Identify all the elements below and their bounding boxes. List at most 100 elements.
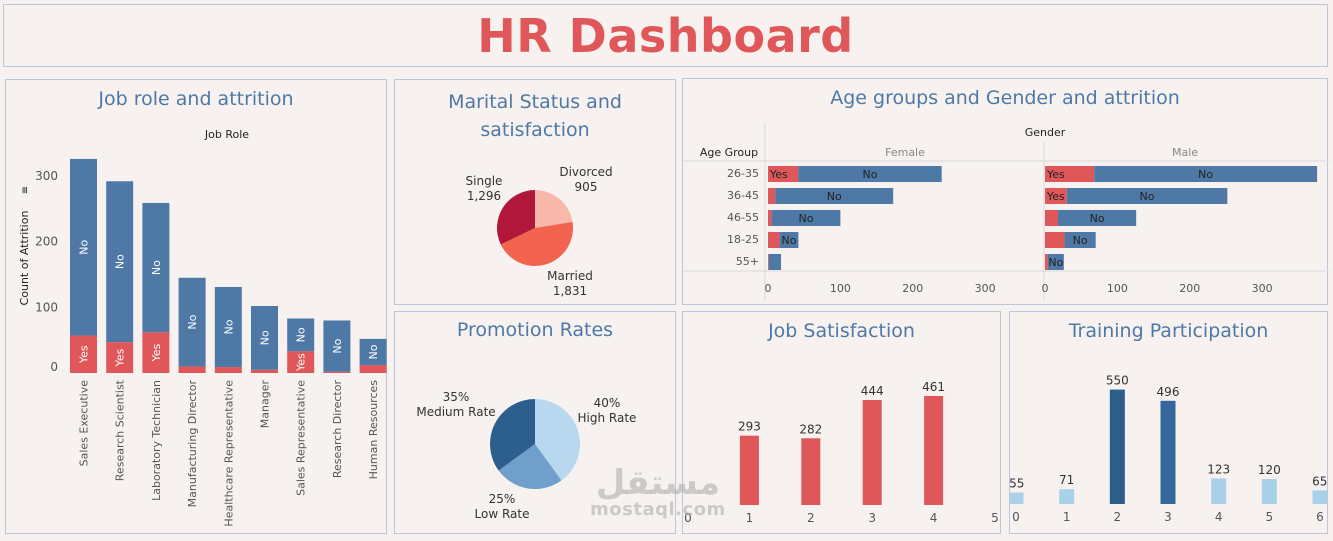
- job-satisfaction-chart: 293 282 444 461 0 1 2 3 4 5: [684, 380, 999, 525]
- bar-label-no: No: [78, 240, 91, 255]
- bar-value-label: 444: [861, 384, 884, 398]
- pie-label: Married: [547, 269, 593, 283]
- bar-value-label: 293: [738, 420, 761, 434]
- promotion-slice: [490, 399, 535, 471]
- age-gender-panel: Age groups and Gender and attrition Gend…: [682, 78, 1329, 305]
- category-label: Human Resources: [367, 380, 380, 480]
- bar: [1211, 478, 1227, 504]
- dashboard-title: HR Dashboard: [477, 9, 854, 63]
- job-role-panel: Job role and attrition Job Role Count of …: [5, 79, 387, 534]
- x-tick-label: 5: [1266, 510, 1274, 524]
- bar-label-no: No: [331, 338, 344, 353]
- bar-no: [798, 166, 942, 182]
- x-tick-label: 5: [991, 511, 999, 525]
- bar: [1261, 479, 1277, 504]
- x-tick-label: 1: [1063, 510, 1071, 524]
- bar-yes: [768, 210, 772, 226]
- bar: [739, 435, 759, 505]
- training-title: Training Participation: [1068, 320, 1269, 342]
- bar-value-label: 65: [1312, 474, 1327, 488]
- x-tick-label: 1: [746, 511, 754, 525]
- bar-label-no: No: [367, 344, 380, 359]
- x-tick-label: 200: [902, 282, 923, 295]
- bar-label-no: No: [1048, 256, 1063, 269]
- watermark-arabic: مستقل: [595, 463, 721, 503]
- job-satisfaction-panel: Job Satisfaction 293 282 444 461 0 1 2 3 4 5: [682, 311, 1001, 534]
- male-label: Male: [1172, 146, 1198, 159]
- age-group-label: 18-25: [727, 233, 759, 246]
- bar-yes: [1045, 232, 1065, 248]
- job-role-ylabel: Count of Attrition: [18, 211, 31, 306]
- pie-value: 1,296: [467, 189, 501, 203]
- y-tick-label: 100: [35, 300, 58, 314]
- promotion-slice: [535, 399, 580, 481]
- x-tick-label: 100: [830, 282, 851, 295]
- x-tick-label: 4: [1215, 510, 1223, 524]
- bar-yes: [70, 335, 97, 373]
- bar-yes: [359, 365, 387, 373]
- bar-label-yes: Yes: [78, 345, 91, 364]
- bar-label-yes: Yes: [1046, 190, 1065, 203]
- bar-label-no: No: [1090, 212, 1105, 225]
- bar-label-yes: Yes: [1046, 168, 1065, 181]
- category-label: Laboratory Technician: [150, 380, 163, 501]
- age-group-header: Age Group: [700, 146, 758, 159]
- x-tick-label: 200: [1179, 282, 1200, 295]
- marital-title-line2: satisfaction: [480, 119, 590, 141]
- bar-label-no: No: [114, 254, 127, 269]
- bar-yes: [1045, 166, 1095, 182]
- bar-no: [142, 202, 170, 333]
- bar-label-no: No: [259, 330, 272, 345]
- bar: [1059, 489, 1075, 504]
- pie-value: 1,831: [553, 284, 587, 298]
- bar: [1160, 400, 1176, 504]
- job-role-title: Job role and attrition: [98, 88, 294, 110]
- marital-panel: Marital Status and satisfaction Divorced…: [394, 79, 676, 305]
- pie-pct: 40%: [594, 396, 621, 410]
- bar-no: [106, 181, 134, 343]
- category-label: Manufacturing Director: [186, 380, 199, 508]
- bar-value-label: 550: [1106, 374, 1129, 388]
- pie-value: 905: [575, 180, 598, 194]
- bar-label-no: No: [186, 314, 199, 329]
- job-role-header: Job Role: [204, 128, 249, 141]
- bar-yes: [768, 254, 769, 270]
- x-tick-label: 0: [1012, 510, 1020, 524]
- x-tick-label: 0: [684, 511, 692, 525]
- age-group-label: 46-55: [727, 211, 759, 224]
- job-role-chart: Job Role Count of Attrition ≡ 0 100 200 300 No Y…: [18, 128, 387, 527]
- bar-yes: [251, 369, 278, 373]
- bar-label-no: No: [799, 212, 814, 225]
- watermark: مستقل mostaql.com: [590, 466, 726, 520]
- bar-label-yes: Yes: [150, 344, 163, 363]
- x-tick-label: 0: [765, 282, 772, 295]
- x-tick-label: 100: [1107, 282, 1128, 295]
- bar-no: [775, 188, 894, 204]
- bar-no: [251, 306, 278, 370]
- age-gender-chart: Gender Age Group Female Male 26-35 36-45 46-55…: [683, 122, 1329, 301]
- x-tick-label: 2: [1114, 510, 1122, 524]
- bar-value-label: 71: [1059, 473, 1074, 487]
- marital-slice: [497, 190, 535, 245]
- title-panel: HR Dashboard: [3, 4, 1328, 67]
- pie-label: Single: [466, 174, 503, 188]
- x-tick-label: 2: [807, 511, 815, 525]
- bar-yes: [178, 366, 206, 373]
- promotion-panel: Promotion Rates 40% High Rate 25% Low Rate 3…: [394, 311, 676, 534]
- pie-label: Medium Rate: [416, 405, 495, 419]
- category-label: Manager: [259, 380, 272, 429]
- bar-yes: [1045, 254, 1048, 270]
- marital-title-line1: Marital Status and: [448, 91, 622, 113]
- watermark-latin: mostaql.com: [590, 499, 726, 520]
- pie-pct: 25%: [489, 492, 516, 506]
- bar-no: [287, 318, 315, 352]
- bar-yes: [768, 232, 780, 248]
- age-gender-title: Age groups and Gender and attrition: [830, 87, 1180, 109]
- marital-title: Marital Status and satisfaction: [395, 88, 675, 144]
- category-label: Sales Executive: [78, 380, 91, 467]
- bar-no: [1064, 232, 1096, 248]
- promotion-slice: [498, 444, 562, 489]
- pie-label: High Rate: [578, 411, 637, 425]
- bar-no: [771, 210, 841, 226]
